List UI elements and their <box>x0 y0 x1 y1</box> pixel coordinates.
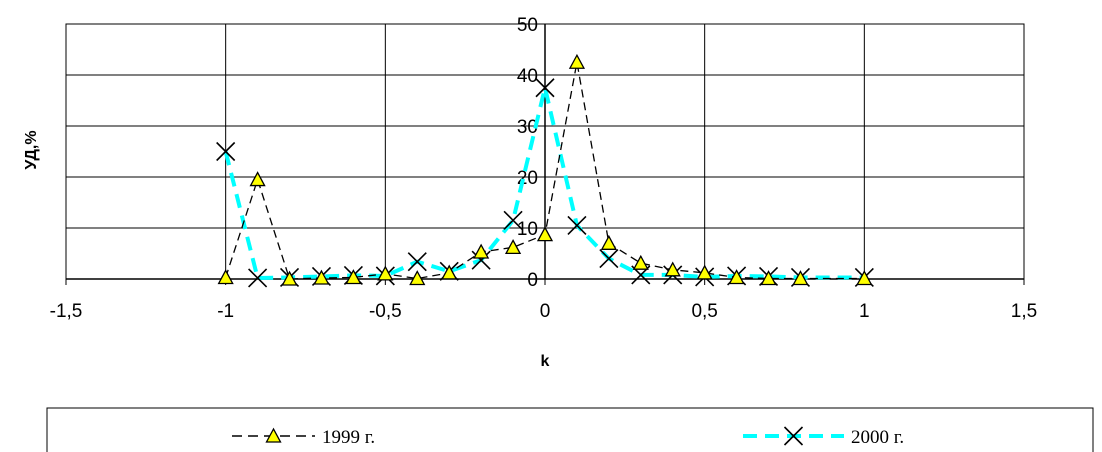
data-point-1999 <box>281 270 298 286</box>
x-marker-stroke <box>783 426 804 446</box>
legend-marker-1999 <box>265 427 282 443</box>
x-tick-label: 1,5 <box>1011 301 1037 322</box>
x-tick-label: 0 <box>540 301 551 322</box>
data-point-1999 <box>249 171 266 187</box>
data-point-1999 <box>568 53 586 69</box>
data-point-1999 <box>696 264 713 280</box>
series <box>216 53 874 288</box>
x-tick-label: -1,5 <box>50 301 83 322</box>
data-point-2000 <box>535 78 555 98</box>
legend-entries: 1999 г. 2000 г. <box>232 426 904 448</box>
data-point-2000 <box>407 252 427 272</box>
x-marker-stroke <box>216 141 236 162</box>
series-line-1999 <box>225 61 865 280</box>
data-point-1999 <box>313 269 330 285</box>
data-point-1999 <box>345 269 362 285</box>
data-point-2000 <box>248 268 268 288</box>
data-point-1999 <box>536 226 554 242</box>
data-point-1999 <box>217 269 234 285</box>
legend: 1999 г. 2000 г. <box>46 407 1094 452</box>
data-point-1999 <box>409 270 426 286</box>
legend-marker-2000 <box>783 426 804 446</box>
series-line-2000 <box>223 85 865 280</box>
x-marker-stroke <box>248 268 268 288</box>
data-point-1999 <box>473 243 490 259</box>
legend-label-2000: 2000 г. <box>851 427 904 448</box>
x-marker-stroke <box>407 252 427 272</box>
data-point-2000 <box>599 249 619 269</box>
y-axis-title: УД,% <box>23 130 40 169</box>
data-point-1999 <box>377 265 394 281</box>
x-marker-stroke <box>535 78 555 98</box>
x-marker-stroke <box>599 249 619 269</box>
data-point-1999 <box>728 269 745 285</box>
y-tick-label: 10 <box>517 219 538 240</box>
data-point-1999 <box>504 239 522 255</box>
data-point-2000 <box>216 141 236 162</box>
data-point-1999 <box>856 270 873 286</box>
data-point-1999 <box>441 264 458 280</box>
x-tick-label: 1 <box>859 301 870 322</box>
data-point-1999 <box>600 234 617 250</box>
data-point-1999 <box>632 254 649 270</box>
y-tick-label: 50 <box>517 15 538 36</box>
x-marker-stroke <box>503 210 523 230</box>
data-point-1999 <box>760 270 777 286</box>
data-point-1999 <box>792 270 809 286</box>
data-point-1999 <box>664 261 681 277</box>
y-tick-label: 30 <box>517 117 538 138</box>
legend-box <box>46 407 1094 452</box>
x-tick-label: -0,5 <box>369 301 402 322</box>
x-marker-stroke <box>567 215 587 236</box>
x-marker-stroke <box>471 250 491 270</box>
y-tick-label: 0 <box>527 270 538 291</box>
x-axis-title: k <box>541 353 550 370</box>
data-point-2000 <box>471 250 491 270</box>
axes <box>65 23 1025 285</box>
data-point-2000 <box>503 210 523 230</box>
x-tick-label: -1 <box>217 301 234 322</box>
y-tick-label: 40 <box>517 66 538 87</box>
x-tick-label: 0,5 <box>691 301 717 322</box>
legend-label-1999: 1999 г. <box>322 427 375 448</box>
data-point-2000 <box>567 215 587 236</box>
